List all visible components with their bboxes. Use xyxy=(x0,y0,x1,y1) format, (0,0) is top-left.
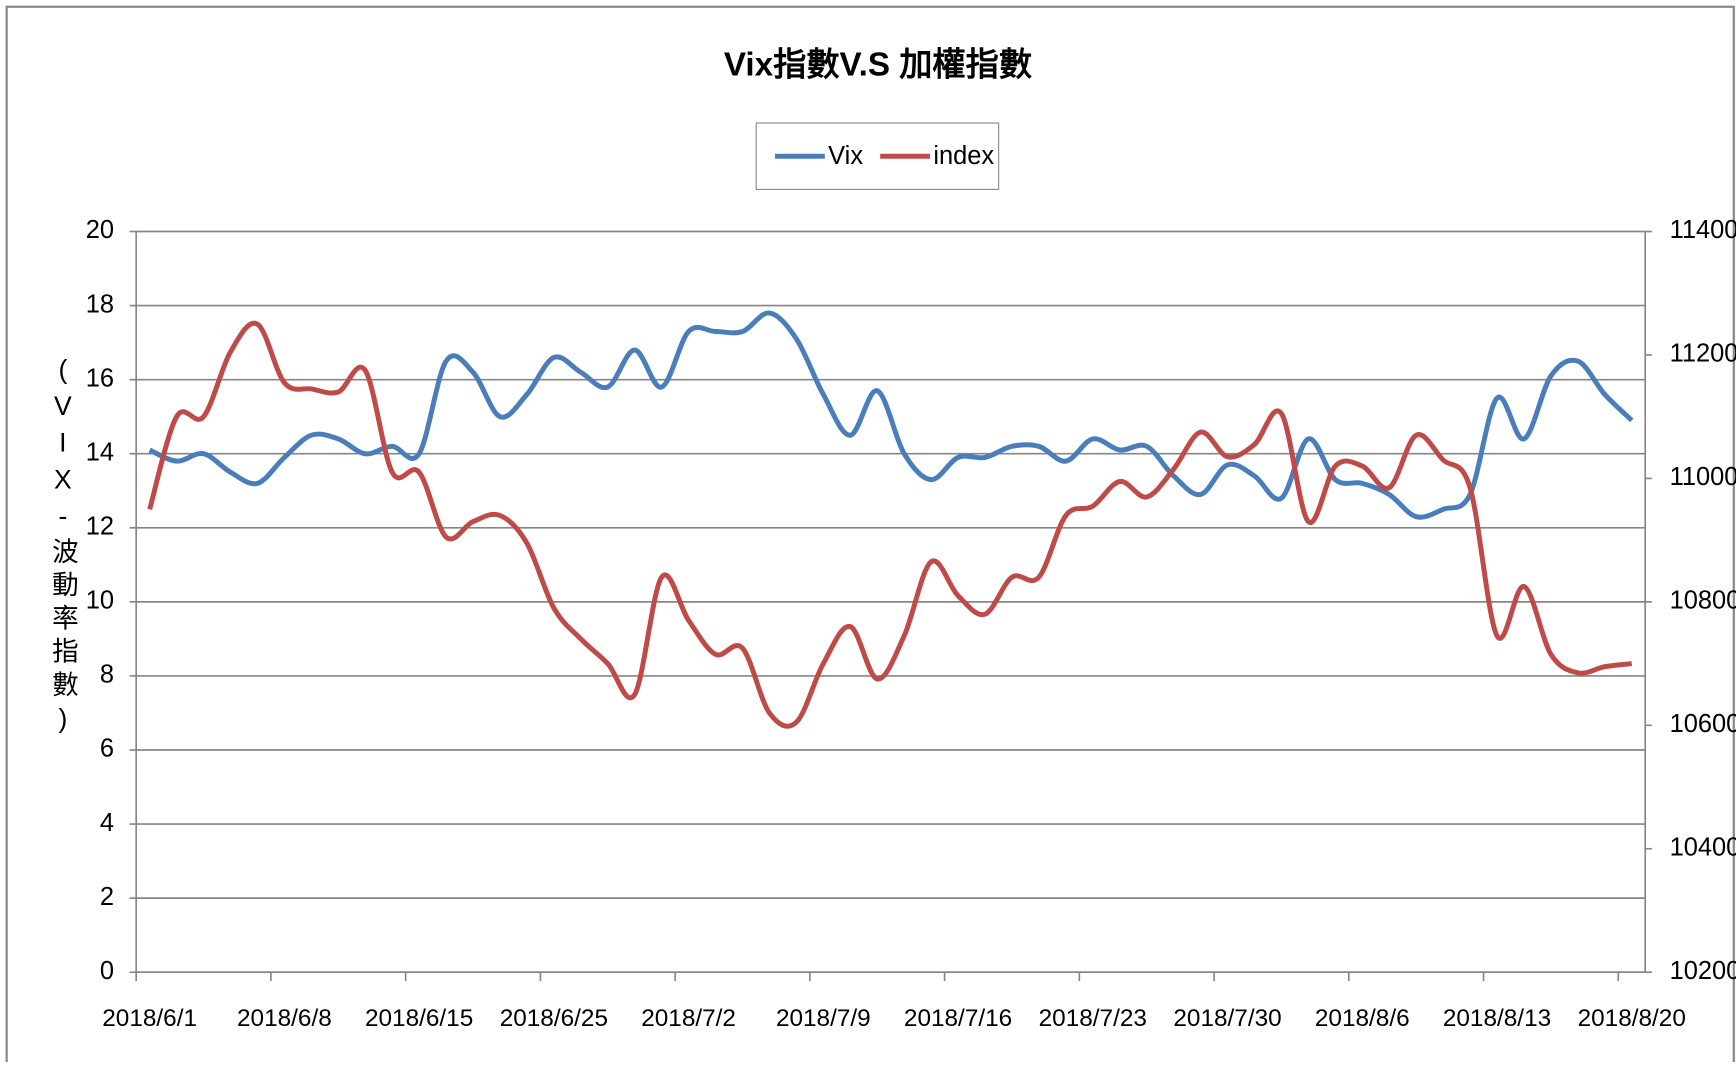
data-line xyxy=(148,310,1634,520)
y-axis-title: (VIX-波動率指數) xyxy=(48,354,78,740)
x-tick-label: 2018/8/13 xyxy=(1443,1005,1551,1032)
x-tick-label: 2018/7/2 xyxy=(641,1005,736,1032)
x-tick-label: 2018/6/1 xyxy=(102,1005,197,1032)
y-tick-label: 18 xyxy=(86,290,114,318)
y-tick-label: 2 xyxy=(100,883,114,911)
x-tick-label: 2018/6/15 xyxy=(365,1005,473,1032)
y2-tick-label: 11200 xyxy=(1670,340,1736,368)
y-tick-label: 16 xyxy=(86,364,114,392)
x-tick-label: 2018/7/23 xyxy=(1039,1005,1147,1032)
chart-title: Vix指數V.S 加權指數 xyxy=(724,46,1032,83)
y-tick-label: 8 xyxy=(100,661,114,689)
x-tick-label: 2018/7/16 xyxy=(904,1005,1012,1032)
legend-label: Vix xyxy=(828,142,863,170)
y2-tick-label: 10800 xyxy=(1670,587,1736,615)
y-tick-label: 14 xyxy=(86,438,114,466)
y-tick-label: 12 xyxy=(86,513,114,541)
x-tick-label: 2018/7/9 xyxy=(776,1005,871,1032)
y-tick-label: 0 xyxy=(100,957,114,985)
x-tick-label: 2018/6/25 xyxy=(500,1005,608,1032)
y-tick-label: 6 xyxy=(100,735,114,763)
y2-tick-label: 11000 xyxy=(1670,463,1736,491)
y-tick-label: 4 xyxy=(100,809,114,837)
legend-label: index xyxy=(933,142,994,170)
x-tick-label: 2018/7/30 xyxy=(1173,1005,1281,1032)
y2-tick-label: 10200 xyxy=(1670,957,1736,985)
x-tick-label: 2018/8/20 xyxy=(1578,1005,1686,1032)
y-tick-label: 20 xyxy=(86,216,114,244)
y-tick-label: 10 xyxy=(86,587,114,615)
data-line xyxy=(147,320,1633,729)
x-tick-label: 2018/6/8 xyxy=(237,1005,332,1032)
y2-tick-label: 11400 xyxy=(1670,216,1736,244)
x-tick-label: 2018/8/6 xyxy=(1315,1005,1410,1032)
y2-tick-label: 10400 xyxy=(1670,833,1736,861)
y2-tick-label: 10600 xyxy=(1670,710,1736,738)
